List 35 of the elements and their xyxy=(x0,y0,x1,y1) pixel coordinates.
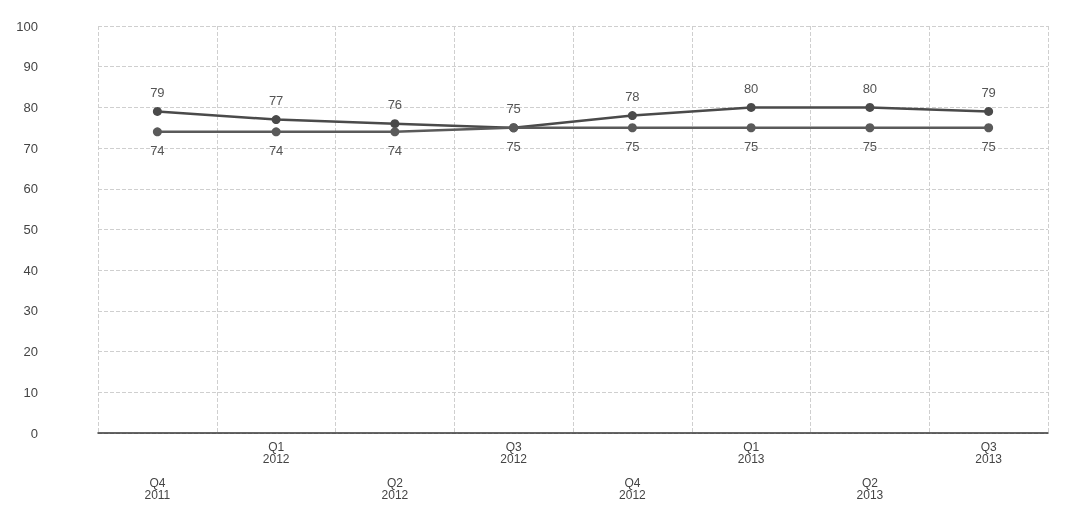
y-tick-label: 50 xyxy=(23,222,38,237)
y-tick-label: 20 xyxy=(23,344,38,360)
x-tick-label: Q3 2012 xyxy=(500,440,528,466)
data-label: 75 xyxy=(506,139,521,155)
data-label: 75 xyxy=(862,139,878,155)
data-label: 80 xyxy=(862,80,878,96)
data-label: 75 xyxy=(506,101,521,117)
data-label: 79 xyxy=(981,84,996,100)
data-label: 79 xyxy=(150,84,165,100)
data-label: 78 xyxy=(625,89,640,105)
x-tick-label: Q3 2013 xyxy=(975,440,1003,466)
data-label: 74 xyxy=(150,143,165,159)
data-label: 77 xyxy=(268,93,284,109)
data-label: 76 xyxy=(387,97,403,113)
y-tick-label: 70 xyxy=(23,140,38,156)
x-tick-label: Q2 2012 xyxy=(381,476,409,502)
data-label: 75 xyxy=(981,139,996,155)
data-label: 74 xyxy=(387,143,403,159)
x-tick-label: Q2 2013 xyxy=(856,476,884,502)
data-label: 75 xyxy=(625,139,640,155)
y-tick-label: 80 xyxy=(23,99,38,115)
y-tick-label: 90 xyxy=(23,59,38,75)
y-tick-label: 60 xyxy=(23,181,38,197)
data-label: 74 xyxy=(268,143,284,159)
x-tick-label: Q1 2013 xyxy=(737,440,765,466)
y-tick-label: 30 xyxy=(23,303,38,319)
y-tick-label: 0 xyxy=(30,425,38,441)
data-label: 80 xyxy=(743,80,759,96)
y-tick-label: 10 xyxy=(23,384,38,400)
x-tick-label: Q4 2012 xyxy=(619,476,647,502)
x-tick-label: Q4 2011 xyxy=(144,476,171,502)
data-label: 75 xyxy=(743,139,759,155)
x-tick-label: Q1 2012 xyxy=(262,440,290,466)
y-tick-label: 40 xyxy=(23,262,38,278)
y-tick-label: 100 xyxy=(16,18,38,34)
